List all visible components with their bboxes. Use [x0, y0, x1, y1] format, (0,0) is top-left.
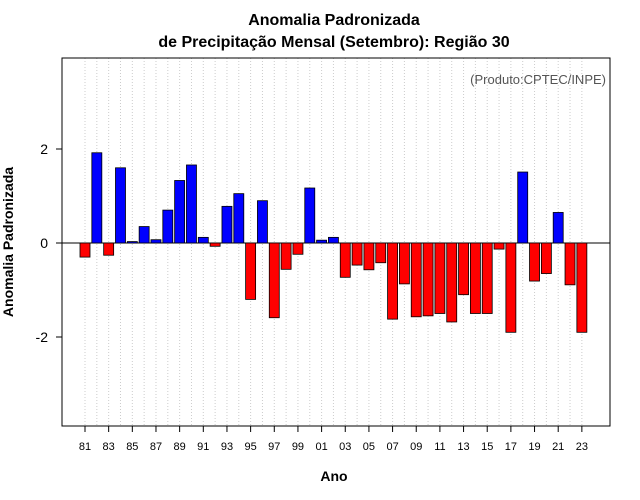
x-axis: 81 83 85 87 89 91 93 95 97 99 01 03 05 07 09 11 13 15 17 19… [79, 426, 588, 453]
bar-99 [292, 242, 304, 255]
x-tick-label-81: 81 [79, 441, 91, 453]
bar-05 [363, 242, 375, 271]
bar-09 [410, 242, 422, 318]
bar-21 [552, 212, 564, 244]
bar-00 [304, 187, 316, 244]
y-tick-label-2: 2 [40, 141, 48, 157]
plot-frame [61, 57, 611, 427]
y-axis: -2 0 2 [36, 141, 62, 345]
bar-06 [375, 242, 387, 264]
x-tick-label-05: 05 [363, 441, 375, 453]
chart-title: Anomalia Padronizada [248, 12, 420, 29]
bar-82 [91, 152, 103, 244]
bar-94 [233, 193, 245, 244]
bar-83 [103, 242, 115, 256]
x-tick-label-89: 89 [174, 441, 186, 453]
bar-13 [458, 242, 469, 296]
bar-16 [493, 242, 505, 250]
x-tick-label-97: 97 [268, 441, 280, 453]
x-tick-label-87: 87 [150, 441, 162, 453]
bar-01 [316, 239, 328, 244]
bar-85 [126, 241, 138, 244]
x-tick-label-99: 99 [292, 441, 304, 453]
x-tick-label-03: 03 [339, 441, 351, 453]
bar-98 [280, 242, 292, 270]
x-tick-label-83: 83 [103, 441, 115, 453]
x-tick-label-13: 13 [457, 441, 469, 453]
y-axis-title: Anomalia Padronizada [0, 167, 16, 317]
x-tick-label-15: 15 [481, 441, 493, 453]
bar-89 [174, 180, 186, 244]
bar-11 [434, 242, 446, 314]
bar-96 [257, 200, 268, 244]
bar-86 [138, 226, 150, 244]
bar-92 [209, 242, 221, 247]
x-axis-title: Ano [320, 468, 347, 484]
bar-07 [387, 242, 398, 320]
y-tick-label-0: 0 [40, 235, 48, 251]
x-tick-label-11: 11 [434, 441, 445, 453]
bar-18 [517, 171, 529, 244]
bar-20 [540, 242, 552, 274]
bar-87 [150, 239, 162, 244]
bar-91 [197, 236, 209, 244]
x-tick-label-91: 91 [197, 441, 209, 453]
bars-group [79, 152, 588, 333]
credit-annotation: (Produto:CPTEC/INPE) [470, 72, 606, 87]
bar-95 [245, 242, 257, 300]
x-tick-label-07: 07 [386, 441, 398, 453]
bar-03 [339, 242, 351, 278]
bar-10 [422, 242, 434, 317]
x-tick-label-17: 17 [505, 441, 517, 453]
bar-12 [446, 242, 458, 323]
bar-17 [505, 242, 517, 333]
x-tick-label-95: 95 [244, 441, 256, 453]
y-tick-label--2: -2 [36, 329, 49, 345]
x-tick-label-93: 93 [221, 441, 233, 453]
bar-15 [481, 242, 493, 314]
chart-subtitle: de Precipitação Mensal (Setembro): Regiã… [158, 34, 509, 51]
bar-84 [115, 167, 126, 244]
bar-88 [162, 209, 174, 244]
x-tick-label-23: 23 [576, 441, 588, 453]
x-tick-label-19: 19 [528, 441, 540, 453]
bar-19 [529, 242, 540, 282]
x-tick-label-85: 85 [126, 441, 138, 453]
bar-22 [564, 242, 576, 286]
bar-23 [576, 242, 588, 333]
x-tick-label-09: 09 [410, 441, 422, 453]
x-tick-label-01: 01 [315, 441, 327, 453]
bar-90 [186, 164, 197, 244]
bar-08 [399, 242, 410, 285]
bar-02 [328, 236, 339, 244]
bar-81 [79, 242, 91, 258]
bar-93 [221, 205, 233, 244]
bar-14 [469, 242, 481, 314]
bar-97 [268, 242, 280, 319]
x-tick-label-21: 21 [552, 441, 564, 453]
bar-04 [351, 242, 363, 266]
